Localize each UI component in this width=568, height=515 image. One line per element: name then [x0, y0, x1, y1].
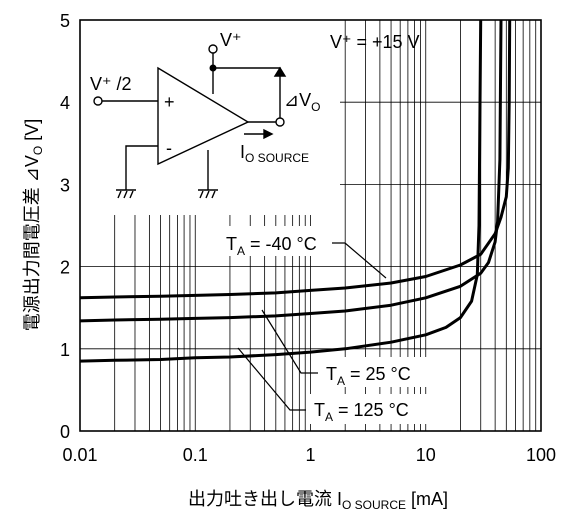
y-tick-label: 2: [60, 258, 70, 278]
x-tick-labels: 0.01 0.1 1 10 100: [62, 445, 556, 465]
x-axis-title-sub: O SOURCE: [342, 498, 406, 512]
inset-supply-label: V⁺: [220, 30, 242, 50]
y-tick-label: 4: [60, 93, 70, 113]
x-tick-label: 10: [416, 445, 436, 465]
ground-left-hatch-1: [117, 190, 122, 199]
inset-labels: V⁺ /2 V⁺ + - ⊿VO IO SOURCE: [90, 30, 320, 165]
y-axis-title-main: 電源出力間電圧差 ⊿V: [22, 155, 42, 331]
series-label-25-text: TA = 25 °C: [326, 364, 411, 388]
ground-right-hatch-3: [211, 190, 216, 199]
plot-frame: [79, 19, 542, 432]
series-group: [79, 19, 512, 363]
supply-terminal: [208, 44, 218, 54]
series-line-2: [79, 19, 483, 363]
supply-annotation: V⁺ = +15 V: [330, 32, 420, 52]
series-line-0: [79, 19, 512, 300]
inset-current-label: IO SOURCE: [240, 142, 309, 165]
y-axis-title: 電源出力間電圧差 ⊿VO [V]: [22, 119, 45, 331]
y-tick-label: 0: [60, 422, 70, 442]
series-label-minus40-text: TA = -40 °C: [226, 234, 317, 258]
leader-line-125: [237, 347, 306, 411]
ground-right-hatch-1: [199, 190, 204, 199]
input-terminal: [93, 96, 103, 106]
opamp-circuit-inset: [93, 44, 287, 199]
series-line-1: [79, 19, 503, 323]
y-tick-labels: 0 1 2 3 4 5: [60, 11, 70, 442]
y-tick-label: 3: [60, 175, 70, 195]
inset-delta-label: ⊿VO: [284, 90, 320, 114]
x-axis-title: 出力吐き出し電流 IO SOURCE [mA]: [188, 489, 448, 512]
output-terminal: [275, 117, 285, 127]
x-tick-label: 1: [305, 445, 315, 465]
y-axis-title-unit: [V]: [22, 119, 42, 146]
y-tick-label: 5: [60, 11, 70, 31]
x-tick-label: 0.01: [62, 445, 97, 465]
current-arrow-head: [263, 128, 274, 140]
ground-left-hatch-2: [123, 190, 128, 199]
y-axis-title-sub: O: [31, 146, 45, 155]
minus-input-wire: [125, 145, 158, 190]
series-label-minus40: TA = -40 °C: [222, 226, 387, 279]
ground-right-hatch-2: [205, 190, 210, 199]
x-tick-label: 100: [526, 445, 556, 465]
inset-input-label: V⁺ /2: [90, 74, 132, 94]
series-label-125-text: TA = 125 °C: [314, 400, 409, 424]
series-label-125: TA = 125 °C: [237, 347, 440, 424]
y-tick-label: 1: [60, 340, 70, 360]
x-axis-title-main: 出力吐き出し電流 I: [188, 489, 342, 509]
opamp-symbol: [157, 66, 250, 166]
x-tick-label: 0.1: [183, 445, 208, 465]
leader-line-25: [261, 309, 318, 374]
x-axis-title-unit: [mA]: [406, 489, 448, 509]
ground-left-hatch-3: [129, 190, 134, 199]
series-label-25: TA = 25 °C: [261, 309, 442, 388]
leader-line-minus40: [332, 242, 387, 279]
inset-minus-sign: -: [166, 138, 172, 158]
inset-plus-sign: +: [164, 92, 175, 112]
